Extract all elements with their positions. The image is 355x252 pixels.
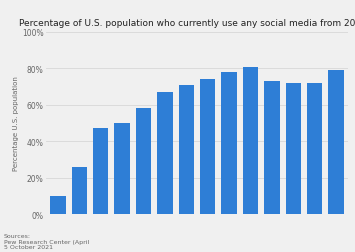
Bar [72,167,87,214]
Text: Percentage of U.S. population who currently use any social media from 2008 to 20: Percentage of U.S. population who curren… [19,19,355,28]
Bar [264,82,280,214]
Bar [328,71,344,214]
Bar [136,109,151,214]
Bar [179,85,194,214]
Bar [200,80,215,214]
Bar [50,196,66,214]
Text: Sources:
Pew Research Center (April
5 October 2021: Sources: Pew Research Center (April 5 Oc… [4,233,89,249]
Bar [307,84,322,214]
Bar [243,67,258,214]
Bar [222,73,237,214]
Bar [114,123,130,214]
Bar [286,84,301,214]
Bar [157,93,173,214]
Y-axis label: Percentage U.S. population: Percentage U.S. population [13,76,19,171]
Bar [93,129,108,214]
